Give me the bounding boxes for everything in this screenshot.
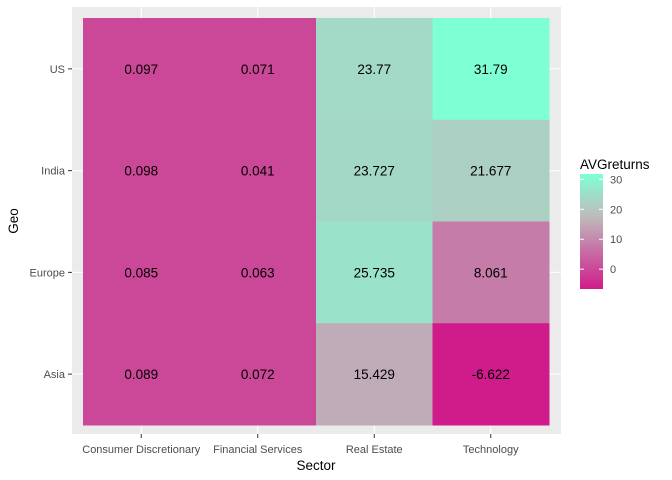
cell-value-label: 0.089 bbox=[124, 367, 158, 382]
heatmap-cell bbox=[432, 221, 550, 324]
legend-title: AVGreturns bbox=[580, 157, 650, 172]
cell-value-label: 0.071 bbox=[241, 62, 275, 77]
heatmap-cell bbox=[316, 18, 433, 121]
legend-tick-label: 0 bbox=[610, 264, 616, 276]
heatmap-cell bbox=[83, 18, 200, 121]
cell-value-label: 0.097 bbox=[124, 62, 158, 77]
heatmap-cell bbox=[83, 323, 200, 426]
x-tick-label: Real Estate bbox=[346, 444, 403, 456]
heatmap-cell bbox=[199, 221, 317, 324]
heatmap-cell bbox=[432, 18, 550, 121]
heatmap-cell bbox=[199, 119, 317, 222]
cell-value-label: 23.727 bbox=[354, 164, 395, 179]
heatmap-cell-labels: 0.097 0.071 23.77 31.79 0.098 0.041 23.727 21.6… bbox=[124, 62, 511, 382]
cell-value-label: 15.429 bbox=[354, 367, 395, 382]
y-tick-label: Asia bbox=[44, 369, 66, 381]
y-tick-label: Europe bbox=[30, 267, 65, 279]
heatmap-cell bbox=[83, 221, 200, 324]
x-axis-title: Sector bbox=[296, 458, 336, 473]
heatmap-cell bbox=[316, 119, 433, 222]
heatmap-cells bbox=[83, 18, 550, 426]
legend-colorbar bbox=[580, 174, 603, 289]
heatmap-cell bbox=[316, 221, 433, 324]
cell-value-label: 31.79 bbox=[474, 62, 508, 77]
cell-value-label: 23.77 bbox=[357, 62, 391, 77]
color-legend: AVGreturns 0 10 20 30 bbox=[580, 157, 650, 289]
cell-value-label: 0.085 bbox=[124, 265, 158, 280]
cell-value-label: 0.063 bbox=[241, 265, 275, 280]
heatmap-cell bbox=[83, 119, 200, 222]
cell-value-label: 0.072 bbox=[241, 367, 275, 382]
heatmap-cell bbox=[432, 119, 550, 222]
cell-value-label: 25.735 bbox=[354, 265, 395, 280]
cell-value-label: -6.622 bbox=[472, 367, 510, 382]
cell-value-label: 8.061 bbox=[474, 265, 508, 280]
heatmap-cell bbox=[316, 323, 433, 426]
x-tick-label: Financial Services bbox=[213, 444, 303, 456]
heatmap-cell bbox=[199, 18, 317, 121]
legend-ticks: 0 10 20 30 bbox=[580, 174, 622, 276]
legend-tick-label: 20 bbox=[610, 204, 622, 216]
x-tick-label: Technology bbox=[463, 444, 519, 456]
cell-value-label: 0.098 bbox=[124, 164, 158, 179]
cell-value-label: 21.677 bbox=[470, 164, 511, 179]
heatmap-cell bbox=[432, 323, 550, 426]
legend-tick-label: 10 bbox=[610, 234, 622, 246]
legend-tick-label: 30 bbox=[610, 174, 622, 186]
x-tick-label: Consumer Discretionary bbox=[82, 444, 200, 456]
heatmap-cell bbox=[199, 323, 317, 426]
y-axis-ticks: Asia Europe India US bbox=[30, 64, 72, 381]
y-tick-label: US bbox=[50, 64, 65, 76]
cell-value-label: 0.041 bbox=[241, 164, 275, 179]
y-axis-title: Geo bbox=[6, 208, 21, 234]
x-axis-ticks: Consumer Discretionary Financial Services… bbox=[82, 434, 519, 456]
y-tick-label: India bbox=[41, 166, 66, 178]
